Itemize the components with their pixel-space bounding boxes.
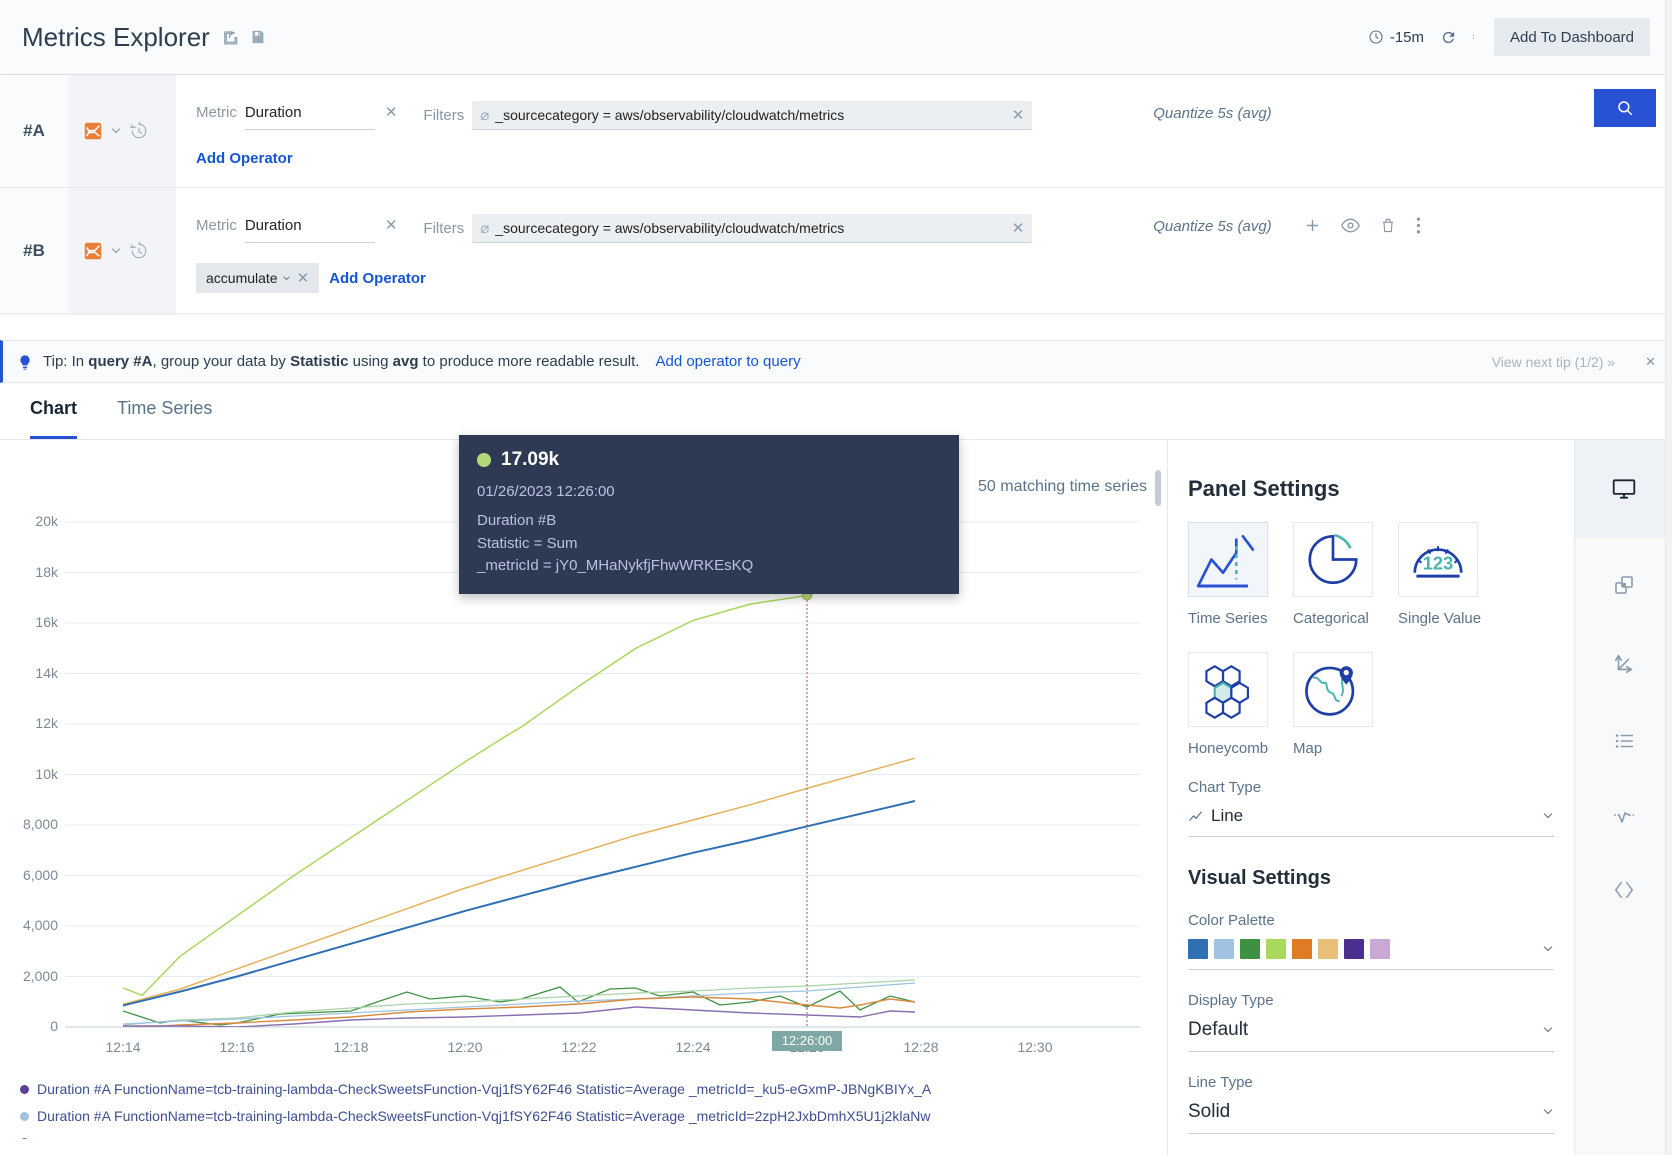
svg-text:20k: 20k: [35, 513, 59, 529]
svg-text:12:16: 12:16: [219, 1039, 254, 1055]
svg-text:12:20: 12:20: [447, 1039, 482, 1055]
svg-text:12:24: 12:24: [675, 1039, 710, 1055]
svg-text:12:14: 12:14: [105, 1039, 140, 1055]
svg-text:12k: 12k: [35, 715, 59, 731]
svg-text:12:30: 12:30: [1017, 1039, 1052, 1055]
svg-text:4,000: 4,000: [23, 917, 58, 933]
svg-text:0: 0: [50, 1018, 58, 1034]
svg-text:12:22: 12:22: [561, 1039, 596, 1055]
svg-text:8,000: 8,000: [23, 816, 58, 832]
svg-text:14k: 14k: [35, 665, 59, 681]
svg-text:12:26:00: 12:26:00: [782, 1033, 833, 1048]
svg-text:16k: 16k: [35, 614, 59, 630]
svg-text:18k: 18k: [35, 564, 59, 580]
svg-text:2,000: 2,000: [23, 968, 58, 984]
svg-text:10k: 10k: [35, 766, 59, 782]
svg-text:12:18: 12:18: [333, 1039, 368, 1055]
svg-text:6,000: 6,000: [23, 867, 58, 883]
svg-text:123: 123: [1423, 552, 1453, 573]
svg-text:12:28: 12:28: [903, 1039, 938, 1055]
